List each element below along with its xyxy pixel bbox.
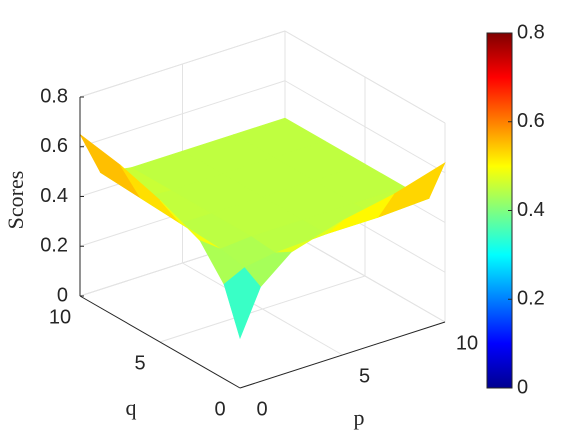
y-tick-label: 10	[49, 306, 71, 328]
x-axis-line	[239, 321, 446, 389]
surface	[79, 117, 446, 340]
box-edge	[284, 229, 446, 323]
x-tick-label: 5	[359, 365, 370, 387]
y-axis-label: q	[126, 395, 137, 420]
box-edge	[284, 30, 446, 124]
surface-cell	[79, 134, 141, 199]
x-tick-label: 10	[456, 332, 478, 354]
z-tick-label: 0.2	[40, 235, 68, 257]
colorbar-tick-label: 0.4	[517, 199, 545, 221]
grid-line	[159, 275, 366, 343]
colorbar-tick-label: 0	[517, 376, 528, 398]
z-tick-label: 0.4	[40, 185, 68, 207]
colorbar	[486, 32, 513, 389]
colorbar-tick-label: 0.2	[517, 288, 545, 310]
z-tick-label: 0	[57, 284, 68, 306]
x-tick-label: 0	[256, 398, 267, 420]
y-tick-label: 5	[134, 352, 145, 374]
y-tick-label: 0	[214, 398, 225, 420]
y-axis-line	[79, 295, 241, 389]
surface-cell	[223, 267, 261, 340]
z-axis-label: Scores	[3, 171, 28, 230]
z-tick-label: 0.8	[40, 85, 68, 107]
x-axis-label: p	[354, 405, 365, 430]
colorbar-tick-label: 0.8	[517, 21, 545, 43]
box-edge	[79, 30, 286, 98]
colorbar-tick-label: 0.6	[517, 110, 545, 132]
z-tick-label: 0.6	[40, 135, 68, 157]
